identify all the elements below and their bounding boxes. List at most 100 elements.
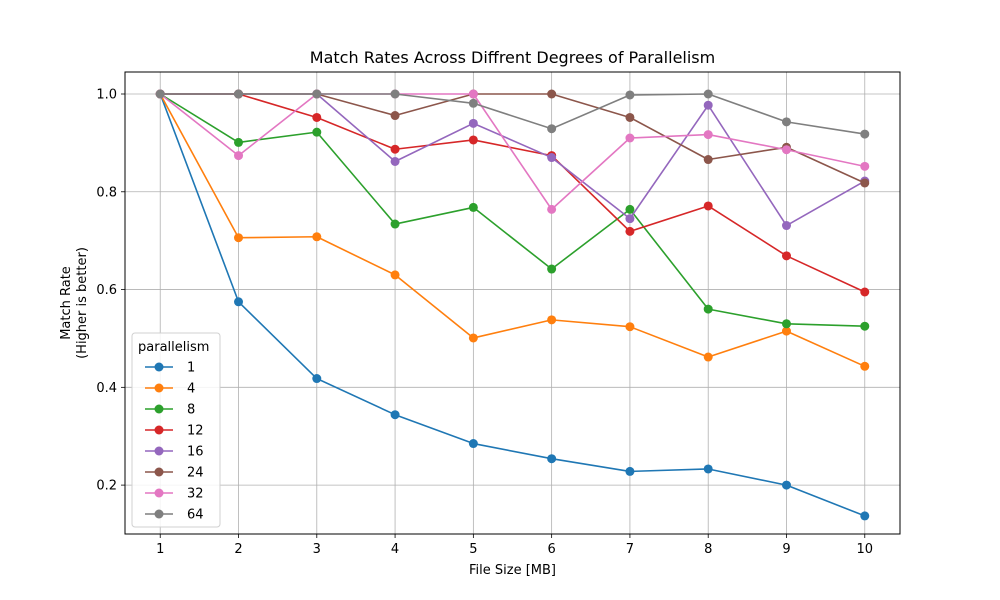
legend-item-12: 12	[145, 424, 204, 439]
y-tick-label: 0.6	[96, 283, 117, 298]
legend-label: 16	[187, 445, 204, 460]
x-tick-label: 9	[782, 542, 790, 557]
data-point	[155, 89, 165, 99]
data-point	[625, 112, 635, 122]
legend-label: 12	[187, 424, 204, 439]
data-point	[625, 322, 635, 332]
data-point	[781, 480, 791, 490]
legend-marker	[154, 509, 164, 519]
legend-marker	[154, 446, 164, 456]
data-point	[468, 439, 478, 449]
data-point	[468, 135, 478, 145]
data-point	[468, 202, 478, 212]
data-point	[625, 226, 635, 236]
legend-item-8: 8	[145, 403, 195, 418]
x-tick-label: 6	[548, 542, 556, 557]
legend-item-24: 24	[145, 466, 204, 481]
y-tick-label: 0.8	[96, 185, 117, 200]
legend: parallelism 1 4 8 12 16 24 32 64	[131, 332, 221, 528]
data-point	[234, 89, 244, 99]
series-line	[159, 93, 866, 517]
data-point	[781, 326, 791, 336]
y-axis-label: Match Rate (Higher is better)	[59, 247, 90, 359]
data-point	[390, 410, 400, 420]
data-point	[781, 117, 791, 127]
data-point	[468, 333, 478, 343]
data-point	[703, 130, 713, 140]
series-1	[155, 89, 870, 521]
series-8	[155, 89, 870, 331]
y-axis-label-line-2: (Higher is better)	[75, 247, 90, 359]
data-point	[625, 133, 635, 143]
legend-marker	[154, 467, 164, 477]
data-point	[312, 89, 322, 99]
y-axis-label-line-1: Match Rate	[59, 266, 74, 340]
data-point	[703, 100, 713, 110]
x-tick-label: 10	[856, 542, 873, 557]
data-point	[390, 89, 400, 99]
chart-title: Match Rates Across Diffrent Degrees of P…	[310, 48, 715, 67]
legend-item-32: 32	[145, 487, 204, 502]
data-point	[547, 153, 557, 163]
series-line	[159, 93, 865, 211]
data-point	[625, 214, 635, 224]
legend-marker	[154, 425, 164, 435]
data-point	[860, 178, 870, 188]
data-point	[781, 319, 791, 329]
data-point	[625, 90, 635, 100]
data-point	[234, 151, 244, 161]
data-point	[547, 124, 557, 134]
x-axis: 1 2 3 4 5 6 7 8 9 10	[156, 534, 873, 557]
series-12	[155, 89, 870, 297]
legend-marker	[154, 383, 164, 393]
data-point	[625, 204, 635, 214]
series-line	[159, 93, 866, 368]
data-point	[547, 454, 557, 464]
data-point	[703, 304, 713, 314]
data-point	[860, 161, 870, 171]
legend-marker	[154, 362, 164, 372]
data-point	[468, 89, 478, 99]
y-axis: 0.2 0.4 0.6 0.8 1.0	[96, 88, 125, 494]
data-point	[390, 219, 400, 229]
y-tick-label: 0.4	[96, 381, 117, 396]
x-tick-label: 5	[469, 542, 477, 557]
data-point	[860, 361, 870, 371]
series-group	[155, 89, 870, 521]
x-tick-label: 2	[234, 542, 242, 557]
x-tick-label: 3	[313, 542, 321, 557]
data-point	[703, 155, 713, 165]
data-point	[468, 118, 478, 128]
x-axis-label: File Size [MB]	[469, 563, 556, 578]
data-point	[390, 111, 400, 121]
data-point	[860, 321, 870, 331]
legend-box	[131, 332, 221, 528]
data-point	[312, 112, 322, 122]
y-tick-label: 1.0	[96, 88, 117, 103]
series-line	[160, 93, 866, 293]
data-point	[390, 144, 400, 154]
legend-item-4: 4	[145, 382, 195, 397]
series-line	[159, 93, 865, 328]
legend-label: 24	[187, 466, 204, 481]
legend-marker	[154, 488, 164, 498]
data-point	[703, 89, 713, 99]
legend-label: 32	[187, 487, 204, 502]
legend-item-16: 16	[145, 445, 204, 460]
data-point	[234, 297, 244, 307]
legend-label: 1	[187, 361, 195, 376]
data-point	[781, 145, 791, 155]
data-point	[860, 287, 870, 297]
legend-label: 8	[187, 403, 195, 418]
data-point	[703, 464, 713, 474]
x-tick-label: 7	[626, 542, 634, 557]
grid-lines	[125, 72, 900, 534]
data-point	[625, 466, 635, 476]
data-point	[547, 89, 557, 99]
data-point	[781, 251, 791, 261]
data-point	[234, 233, 244, 243]
series-32	[155, 89, 870, 214]
data-point	[312, 374, 322, 384]
series-64	[155, 89, 870, 139]
